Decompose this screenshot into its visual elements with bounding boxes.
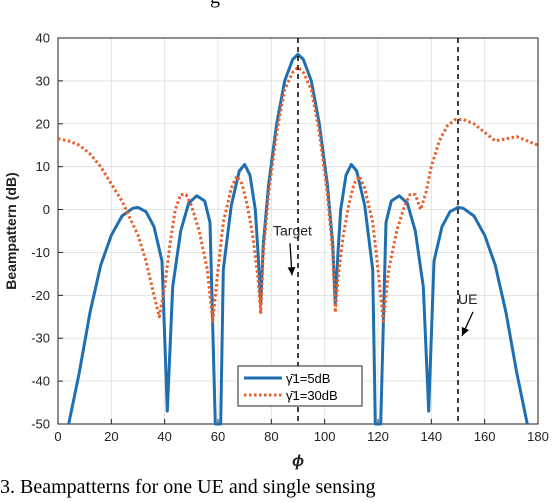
x-tick-label: 60 (211, 429, 225, 444)
x-tick-label: 20 (104, 429, 118, 444)
y-tick-label: 0 (43, 202, 50, 217)
beampattern-chart: 0 20 40 60 80 100 120 140 160 180403020100-10-20-… (3, 31, 549, 471)
y-tick-label: -20 (31, 288, 50, 303)
x-tick-label: 120 (367, 429, 389, 444)
annotation-arrow-head (287, 266, 296, 276)
x-tick-label: 40 (157, 429, 171, 444)
legend-box (237, 365, 363, 407)
annotation-label: Target (273, 222, 312, 238)
series-lines (57, 52, 539, 426)
x-tick-label: 180 (527, 429, 549, 444)
y-tick-label: -50 (31, 417, 50, 432)
legend: γ̄1=5dB γ̄1=30dB (237, 365, 363, 407)
y-tick-label: 30 (36, 73, 50, 88)
y-tick-label: -30 (31, 331, 50, 346)
x-tick-label: 100 (314, 429, 336, 444)
x-tick-label: 140 (420, 429, 442, 444)
y-tick-label: -10 (31, 245, 50, 260)
axes: 0 20 40 60 80 100 120 140 160 180403020100-10-20-… (3, 31, 549, 471)
annotation-arrow-head (461, 326, 469, 336)
x-tick-label: 0 (54, 429, 61, 444)
annotation-label: UE (458, 291, 477, 307)
series-line-1 (57, 65, 539, 323)
series-line-0 (67, 52, 529, 426)
legend-label-1: γ̄1=30dB (286, 388, 338, 403)
annotations: Target UE (273, 38, 477, 424)
x-axis-label: ϕ (292, 453, 304, 470)
y-tick-label: 10 (36, 159, 50, 174)
legend-label-0: γ̄1=5dB (286, 371, 330, 386)
y-tick-label: 20 (36, 116, 50, 131)
y-axis-label: Beampattern (dB) (3, 172, 19, 289)
x-tick-label: 80 (264, 429, 278, 444)
y-tick-label: 40 (36, 31, 50, 46)
y-tick-label: -40 (31, 374, 50, 389)
page-title-fragment: g (210, 0, 220, 9)
x-tick-label: 160 (474, 429, 496, 444)
figure-caption-fragment: 3. Beampatterns for one UE and single se… (0, 476, 376, 498)
